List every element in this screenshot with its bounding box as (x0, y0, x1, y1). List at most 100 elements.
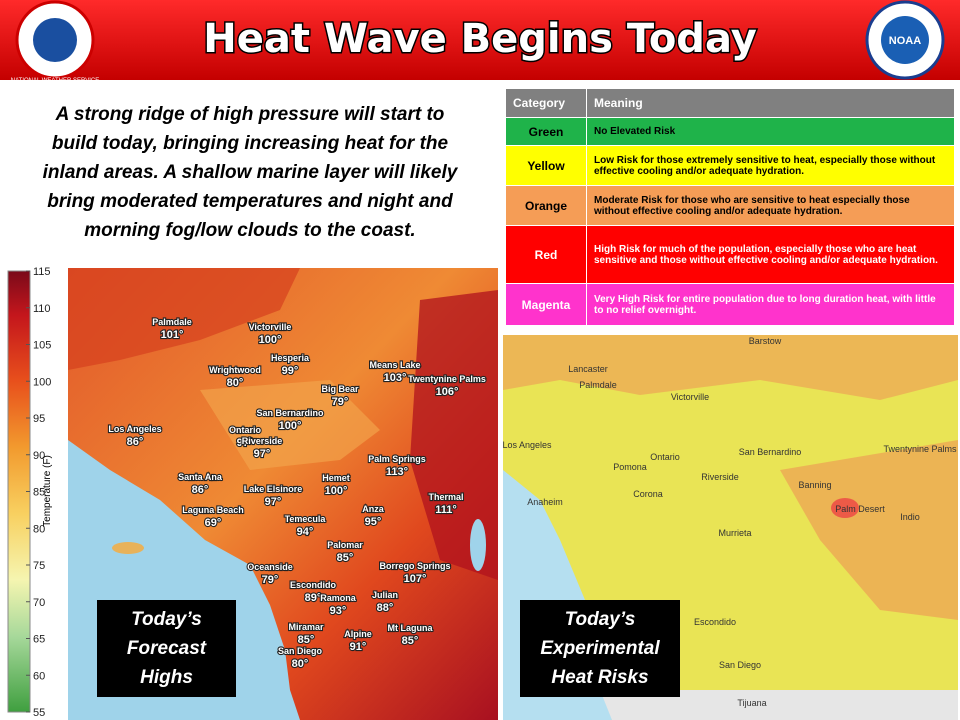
risk-category: Yellow (505, 145, 587, 186)
risk-meaning: Moderate Risk for those who are sensitiv… (586, 185, 955, 226)
city-name: Borrego Springs (379, 561, 450, 571)
noaa-logo-text: NOAA (889, 35, 921, 47)
place-name: San Bernardino (739, 447, 802, 457)
city-name: San Bernardino (256, 408, 324, 418)
risk-meaning: Low Risk for those extremely sensitive t… (586, 145, 955, 186)
colorbar-tick-label: 70 (33, 597, 45, 609)
place-name: Indio (900, 512, 920, 522)
city-dot (311, 593, 315, 597)
city-name: Lake Elsinore (244, 484, 303, 494)
risk-category: Green (505, 117, 587, 146)
column-header: Meaning (586, 88, 955, 118)
place-name: San Diego (719, 660, 761, 670)
risk-row: Yellow Low Risk for those extremely sensi… (505, 145, 955, 186)
risk-row: Red High Risk for much of the population,… (505, 225, 955, 284)
risk-table: Category Meaning Green No Elevated Risk Yell… (505, 88, 955, 326)
city-temp: 94° (297, 526, 314, 538)
city-dot (271, 497, 275, 501)
city-temp: 85° (402, 635, 419, 647)
city-dot (243, 438, 247, 442)
risk-meaning: High Risk for much of the population, es… (586, 225, 955, 284)
city-temp: 85° (337, 552, 354, 564)
place-name: Los Angeles (502, 440, 552, 450)
risk-row: Magenta Very High Risk for entire populat… (505, 283, 955, 326)
city-temp: 107° (404, 573, 427, 585)
risk-category: Red (505, 225, 587, 284)
desert-heat (410, 290, 498, 580)
city-dot (133, 437, 137, 441)
caption-line: Heat Risks (551, 667, 649, 688)
city-dot (338, 397, 342, 401)
caption-line: Today’s (131, 609, 202, 630)
city-temp: 103° (384, 372, 407, 384)
city-dot (371, 517, 375, 521)
place-name: Escondido (694, 617, 736, 627)
city-dot (170, 330, 174, 334)
city-temp: 85° (298, 634, 315, 646)
colorbar-tick-label: 90 (33, 450, 45, 462)
city-temp: 69° (205, 517, 222, 529)
colorbar-tick-label: 75 (33, 560, 45, 572)
city-name: Laguna Beach (182, 505, 244, 515)
caption-line: Highs (140, 667, 193, 688)
place-name: Victorville (671, 392, 709, 402)
risk-orange-north (503, 335, 958, 400)
city-name: Mt Laguna (388, 623, 434, 633)
colorbar-tick-label: 95 (33, 413, 45, 425)
forecast-caption: Today’s Forecast Highs (97, 600, 236, 697)
city-temp: 91° (350, 641, 367, 653)
city-dot (334, 486, 338, 490)
city-temp: 79° (262, 574, 279, 586)
colorbar-tick-label: 60 (33, 670, 45, 682)
place-name: Palm Desert (835, 504, 885, 514)
summary-line: inland areas. A shallow marine layer wil… (42, 162, 458, 183)
colorbar-tick-label: 65 (33, 634, 45, 646)
city-temp: 95° (365, 516, 382, 528)
city-name: Palmdale (152, 317, 192, 327)
colorbar-tick-label: 55 (33, 707, 45, 719)
city-dot (408, 636, 412, 640)
forecast-map (7, 268, 498, 720)
place-name: Corona (633, 489, 663, 499)
city-dot (304, 635, 308, 639)
place-name: Ontario (650, 452, 680, 462)
place-name: Pomona (613, 462, 647, 472)
colorbar-label: Temperature (F) (42, 455, 53, 527)
city-temp: 80° (292, 658, 309, 670)
city-temp: 100° (279, 420, 302, 432)
city-name: Palomar (327, 540, 363, 550)
city-name: Thermal (428, 492, 463, 502)
city-dot (233, 378, 237, 382)
colorbar-tick-label: 110 (33, 303, 51, 315)
place-name: Palmdale (579, 380, 617, 390)
risk-red (831, 498, 859, 518)
city-name: Palm Springs (368, 454, 426, 464)
city-name: Oceanside (247, 562, 293, 572)
risk-orange-desert (780, 440, 958, 620)
city-name: Escondido (290, 580, 337, 590)
city-name: Anza (362, 504, 384, 514)
colorbar-tick-label: 80 (33, 523, 45, 535)
city-dot (260, 449, 264, 453)
land-shade (68, 268, 300, 370)
city-temp: 88° (377, 602, 394, 614)
city-dot (395, 467, 399, 471)
noaa-logo-center (881, 16, 929, 64)
city-temp: 86° (192, 484, 209, 496)
risk-meaning: Very High Risk for entire population due… (586, 283, 955, 326)
risk-row: Green No Elevated Risk (505, 117, 955, 146)
city-dot (445, 387, 449, 391)
city-temp: 89° (305, 592, 322, 604)
city-name: Victorville (249, 322, 292, 332)
summary-line: morning fog/low clouds to the coast. (84, 220, 416, 241)
city-dot (268, 575, 272, 579)
city-dot (336, 606, 340, 610)
summary-line: build today, bringing increasing heat fo… (51, 133, 449, 154)
place-name: Tijuana (737, 698, 766, 708)
city-name: Ramona (320, 593, 357, 603)
title: Heat Wave Begins Today (203, 16, 757, 62)
city-name: Alpine (344, 629, 372, 639)
summary-line: A strong ridge of high pressure will sta… (55, 104, 445, 125)
place-name: Murrieta (718, 528, 751, 538)
mountain-cool (200, 380, 380, 470)
